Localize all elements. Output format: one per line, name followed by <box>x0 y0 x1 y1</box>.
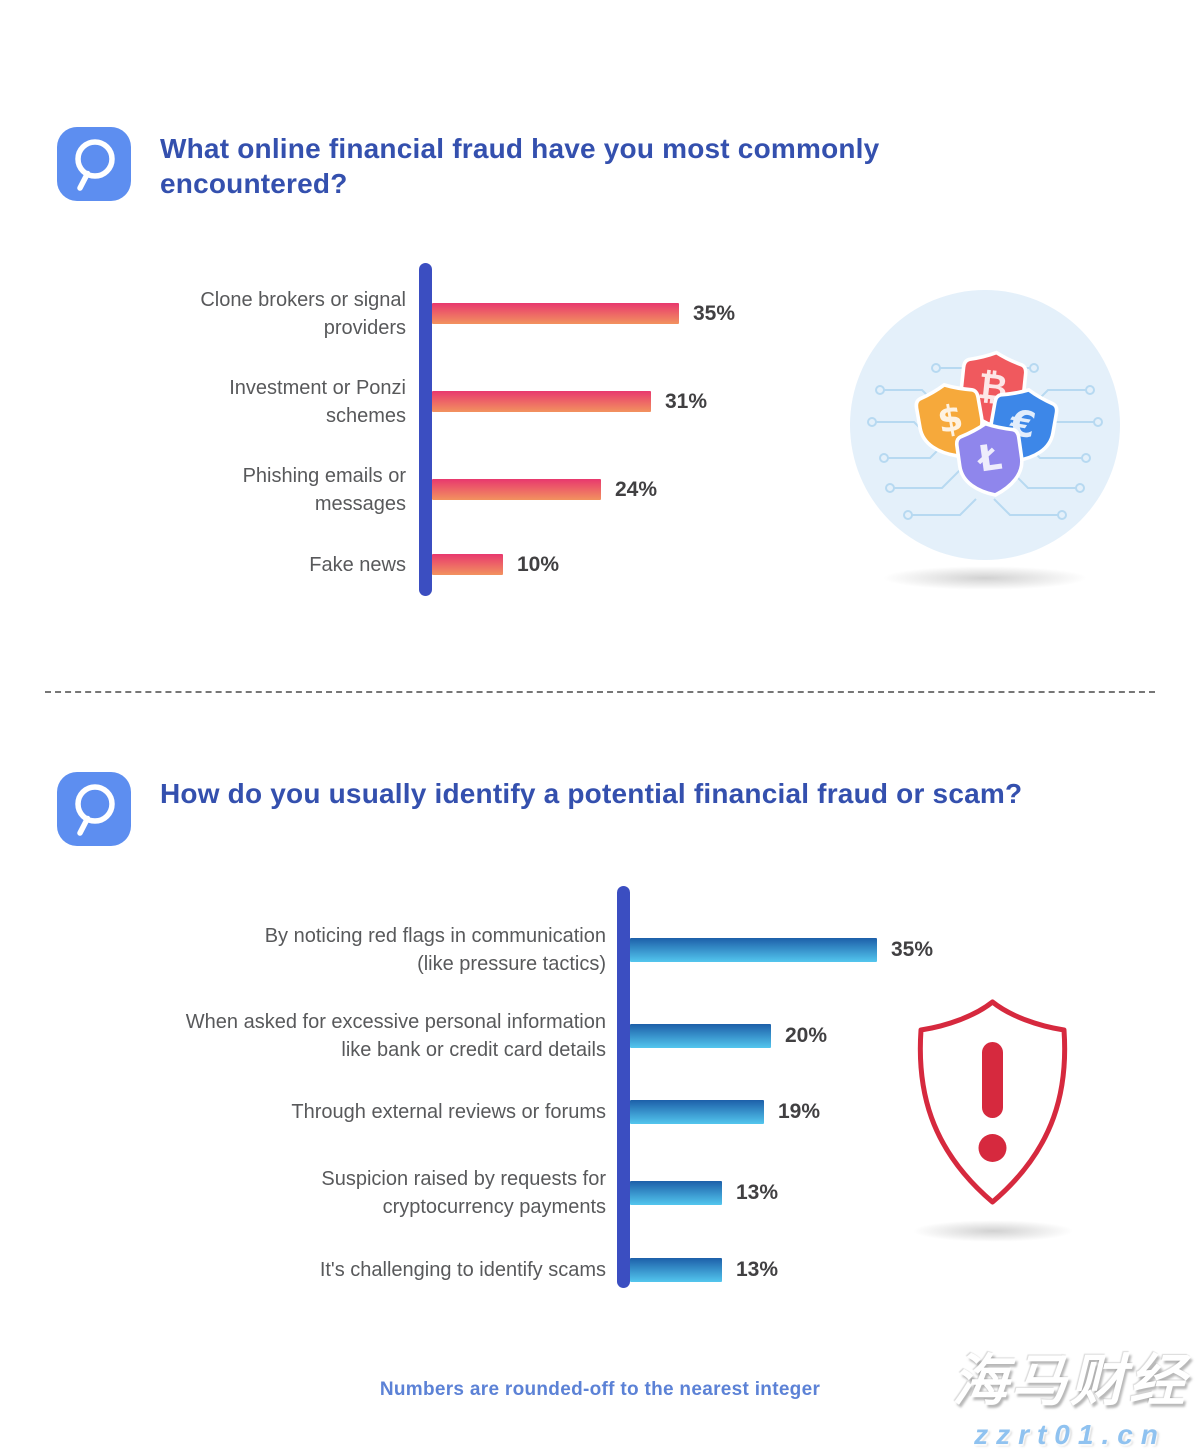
illustration-shadow <box>882 566 1088 590</box>
currency-shields-illustration: ₿ $ € Ł <box>850 290 1120 560</box>
watermark-site: zzrt01.cn <box>974 1419 1166 1450</box>
watermark-brand: 海马财经 <box>952 1349 1188 1414</box>
bar-value: 10% <box>517 552 560 576</box>
magnifier-q-icon <box>57 772 131 846</box>
bar-value: 24% <box>615 477 658 501</box>
illustration-shadow <box>912 1220 1074 1242</box>
litecoin-shield-icon: Ł <box>955 421 1024 497</box>
bar <box>432 479 601 500</box>
bar <box>432 303 679 324</box>
category-label: Phishing emails or messages <box>242 464 406 515</box>
category-label: When asked for excessive personal inform… <box>185 1011 606 1061</box>
bar <box>630 1024 771 1048</box>
bar-value: 31% <box>665 389 708 413</box>
bar-value: 13% <box>736 1181 779 1204</box>
bar <box>630 938 877 962</box>
dashed-divider <box>45 691 1155 693</box>
footer-note: Numbers are rounded-off to the nearest i… <box>379 1379 821 1400</box>
category-label: It's challenging to identify scams <box>319 1259 606 1281</box>
bar <box>630 1181 722 1205</box>
category-label: By noticing red flags in communication (l… <box>264 925 606 975</box>
bar <box>630 1100 764 1124</box>
bar-value: 13% <box>736 1258 779 1281</box>
category-label: Suspicion raised by requests for cryptocu… <box>321 1168 606 1218</box>
question-1-title: What online financial fraud have you mos… <box>160 133 880 199</box>
bar <box>432 554 503 575</box>
bar <box>432 391 651 412</box>
chart-1-axis <box>419 263 432 596</box>
question-2-title: How do you usually identify a potential … <box>160 778 1023 809</box>
bar-value: 19% <box>778 1100 821 1123</box>
magnifier-q-icon <box>57 127 131 201</box>
bar <box>630 1258 722 1282</box>
category-label: Through external reviews or forums <box>291 1101 606 1123</box>
bar-value: 35% <box>693 301 736 325</box>
bar-value: 20% <box>785 1024 828 1047</box>
category-label: Fake news <box>309 553 406 576</box>
category-label: Clone brokers or signal providers <box>200 288 406 339</box>
exclamation-shield-icon <box>905 996 1080 1208</box>
watermark: 海马财经 zzrt01.cn <box>952 1336 1188 1451</box>
chart-2-axis <box>617 886 630 1288</box>
category-label: Investment or Ponzi schemes <box>229 376 406 427</box>
bar-value: 35% <box>891 938 934 961</box>
